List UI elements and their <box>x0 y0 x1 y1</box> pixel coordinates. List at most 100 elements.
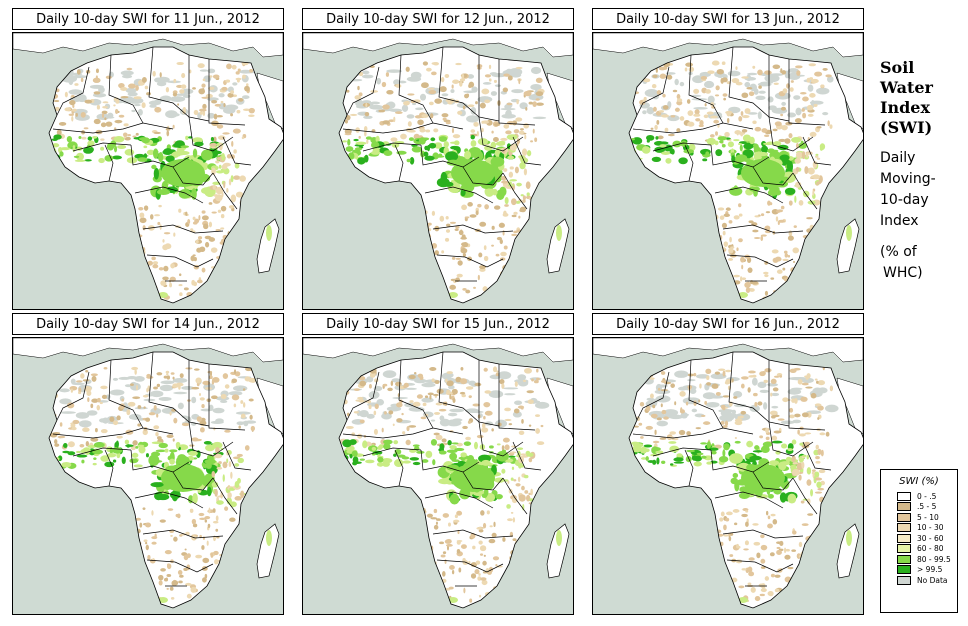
swi-patch <box>801 444 810 449</box>
swi-patch <box>667 133 675 137</box>
swi-patch <box>460 544 467 549</box>
swi-patch <box>491 244 494 247</box>
swi-patch <box>144 85 149 90</box>
swi-patch <box>113 145 118 153</box>
swi-patch <box>172 438 175 442</box>
swi-patch <box>652 74 658 78</box>
swi-patch <box>104 154 114 162</box>
swi-patch <box>164 550 172 555</box>
no-data-patch <box>655 395 671 403</box>
swi-patch <box>728 220 733 224</box>
swi-patch <box>703 154 711 158</box>
swi-patch <box>729 453 744 464</box>
swi-patch <box>490 156 505 167</box>
swi-patch <box>82 447 91 455</box>
swi-patch <box>631 396 635 402</box>
swi-patch <box>741 568 747 571</box>
swi-patch <box>707 70 715 75</box>
country-border <box>722 529 804 539</box>
swi-patch <box>224 506 229 511</box>
swi-patch <box>680 407 683 413</box>
swi-patch <box>101 394 108 400</box>
swi-patch <box>661 114 669 118</box>
no-data-patch <box>734 403 747 408</box>
swi-patch <box>499 186 507 197</box>
swi-patch <box>180 84 187 89</box>
swi-patch <box>482 560 487 566</box>
country-border <box>72 142 132 152</box>
swi-patch <box>815 444 819 450</box>
swi-patch <box>106 452 117 458</box>
swi-patch <box>166 373 169 376</box>
caption-line: (% of <box>880 244 917 260</box>
swi-patch <box>220 214 225 219</box>
country-border <box>72 447 132 457</box>
swi-patch <box>516 454 519 458</box>
map-area <box>302 32 574 310</box>
swi-patch <box>774 588 780 593</box>
figure-caption: Soil Water Index (SWI) Daily Moving- 10-… <box>880 58 966 284</box>
map-panel-3: Daily 10-day SWI for 13 Jun., 2012 <box>592 8 864 310</box>
swi-patch <box>151 256 156 261</box>
swi-patch <box>173 417 178 424</box>
no-data-patch <box>200 408 213 412</box>
swi-patch <box>739 276 743 282</box>
swi-patch <box>63 443 68 448</box>
no-data-patch <box>218 93 225 98</box>
swi-patch <box>788 200 793 206</box>
swi-patch <box>132 135 137 138</box>
swi-patch <box>525 494 531 502</box>
swi-patch <box>662 93 666 98</box>
swi-patch <box>711 256 717 263</box>
swi-patch <box>186 553 191 559</box>
legend-item: 5 - 10 <box>897 512 957 523</box>
swi-patch <box>741 128 748 133</box>
swi-patch <box>747 582 752 586</box>
no-data-patch <box>757 82 772 87</box>
swi-patch <box>540 424 544 428</box>
swi-patch <box>522 379 527 383</box>
swi-patch <box>67 441 75 448</box>
swi-patch <box>523 168 528 176</box>
swi-patch <box>178 385 181 390</box>
swi-patch <box>810 566 813 570</box>
swi-patch <box>493 521 496 528</box>
swi-patch <box>745 510 749 513</box>
swi-patch <box>104 117 107 121</box>
swi-patch <box>376 462 384 467</box>
swi-patch <box>395 381 402 387</box>
swi-patch <box>81 459 85 464</box>
swi-patch <box>56 129 62 136</box>
no-data-patch <box>784 72 790 79</box>
swi-patch <box>481 423 486 429</box>
swi-patch <box>491 428 494 432</box>
country-border <box>104 144 114 182</box>
swi-patch <box>67 451 76 456</box>
swi-patch <box>520 157 529 164</box>
swi-patch <box>458 229 464 236</box>
swi-patch <box>92 462 97 466</box>
swi-patch <box>754 236 761 240</box>
swi-patch <box>807 167 815 175</box>
swi-patch <box>79 443 85 448</box>
country-border <box>104 449 114 487</box>
swi-patch <box>204 235 212 240</box>
swi-patch <box>93 91 101 95</box>
swi-patch <box>722 370 726 377</box>
swi-patch <box>441 113 449 118</box>
swi-patch <box>711 590 716 594</box>
swi-patch <box>242 74 246 79</box>
no-data-patch <box>504 393 516 396</box>
swi-patch <box>224 252 231 256</box>
swi-patch <box>510 261 515 265</box>
no-data-patch <box>122 74 133 79</box>
swi-patch <box>127 134 131 137</box>
swi-patch <box>458 567 462 573</box>
swi-patch <box>460 248 468 254</box>
swi-patch <box>698 399 701 403</box>
swi-patch <box>116 435 123 439</box>
swi-patch <box>530 488 533 496</box>
swi-patch <box>449 394 452 400</box>
swi-patch <box>407 121 412 127</box>
